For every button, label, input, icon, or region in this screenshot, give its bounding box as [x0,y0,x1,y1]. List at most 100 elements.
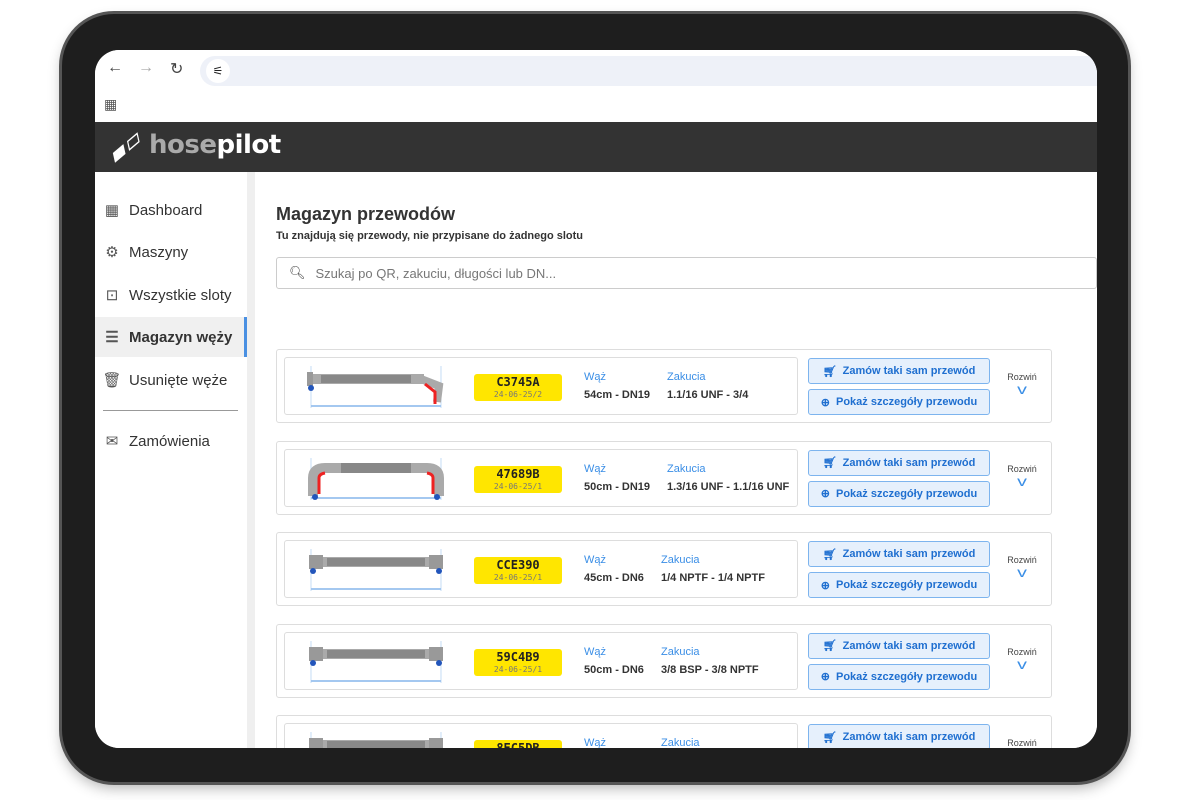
fittings-value: 1.1/16 UNF - 3/4 [667,389,749,401]
expand-label: Rozwiń [1007,646,1037,657]
button-label: Pokaż szczegóły przewodu [836,487,978,500]
order-same-hose-button[interactable]: 🛒︎ Zamów taki sam przewód [808,724,990,748]
sidebar-item-maszyny[interactable]: ⚙ Maszyny [95,232,247,272]
fittings-label: Zakucia [661,554,700,566]
hose-summary[interactable]: 8EC5DB24-06-25/1 Wąż 50cm - DN13 Zakucia… [284,723,798,748]
grid-icon: ▦ [104,202,120,219]
app-header: ▰▱ hosepilot [95,122,1097,172]
sidebar-item-zamówienia[interactable]: ✉ Zamówienia [95,421,247,461]
fittings-label: Zakucia [661,737,700,748]
screen: ← → ↻ ⚟ ▦ ▰▱ hosepilot ▦ Dashboard ⚙ Maszyn… [95,50,1097,748]
hose-card: 47689B 24-06-25/1 Wąż 50cm - DN19 Zakucia… [276,440,1052,515]
button-label: Pokaż szczegóły przewodu [836,579,978,591]
show-details-button[interactable]: ⊕ Pokaż szczegóły przewodu [808,663,990,690]
hose-summary[interactable]: 47689B 24-06-25/1 Wąż 50cm - DN19 Zakucia… [284,448,798,507]
qr-code-badge: C3745A 24-06-25/2 [474,374,562,401]
fittings-label: Zakucia [667,462,706,475]
sidebar-item-wszystkie-sloty[interactable]: ⊡ Wszystkie sloty [95,275,247,315]
hose-label: Wąż [584,371,606,383]
hose-summary[interactable]: 59C4B9 24-06-25/1 Wąż 50cm - DN6 Zakucia … [284,631,798,690]
button-label: Zamów taki sam przewód [842,639,976,652]
address-bar[interactable]: ⚟ [200,56,1097,86]
hose-card: 59C4B9 24-06-25/1 Wąż 50cm - DN6 Zakucia … [276,623,1052,698]
chevron-down-icon: v [1017,655,1027,672]
chevron-down-icon: v [1017,472,1027,489]
zoom-in-icon: ⊕ [820,671,830,683]
hose-label: Wąż [584,737,606,748]
order-same-hose-button[interactable]: 🛒︎ Zamów taki sam przewód [808,449,990,476]
hose-date: 24-06-25/1 [493,664,543,674]
hose-label: Wąż [584,462,606,475]
hose-value: 54cm - DN19 [584,389,651,401]
sidebar-item-label: Wszystkie sloty [129,286,232,304]
sidebar-item-label: Usunięte węże [129,371,228,389]
show-details-button[interactable]: ⊕ Pokaż szczegóły przewodu [808,480,990,507]
search-input[interactable]: 🔍︎ Szukaj po QR, zakuciu, długości lub DN… [276,257,1097,289]
show-details-button[interactable]: ⊕ Pokaż szczegóły przewodu [808,389,990,415]
hose-date: 24-06-25/1 [493,573,543,582]
gear-icon: ⚙ [105,244,119,261]
cart-icon: 🛒︎ [822,548,837,561]
fittings-value: 1.3/16 UNF - 1.1/16 UNF [667,480,790,493]
hose-diagram [301,639,451,685]
show-details-button[interactable]: ⊕ Pokaż szczegóły przewodu [808,572,990,598]
expand-label: Rozwiń [1007,555,1037,565]
search-placeholder: Szukaj po QR, zakuciu, długości lub DN..… [315,265,557,281]
hose-label: Wąż [584,554,606,566]
sidebar-divider [103,410,238,411]
expand-label: Rozwiń [1007,463,1037,474]
fittings-label: Zakucia [667,371,706,383]
back-button[interactable]: ← [107,59,123,76]
fittings-value: 1/4 NPTF - 1/4 NPTF [661,572,765,584]
sidebar-item-usunięte-węże[interactable]: 🗑 Usunięte węże [95,360,247,400]
button-label: Zamów taki sam przewód [842,456,976,469]
hose-code: C3745A [496,375,540,389]
cart-icon: 🛒︎ [822,731,837,744]
sidebar-item-label: Magazyn węży [129,328,233,346]
hose-code: 47689B [496,466,540,481]
hose-code: 59C4B9 [496,649,540,664]
hose-card: 8EC5DB24-06-25/1 Wąż 50cm - DN13 Zakucia… [276,715,1052,748]
sidebar-item-label: Maszyny [129,243,189,261]
hose-summary[interactable]: CCE390 24-06-25/1 Wąż 45cm - DN6 Zakucia … [284,540,798,598]
sidebar: ▦ Dashboard ⚙ Maszyny ⊡ Wszystkie sloty ☰ Magaz… [95,172,247,748]
sidebar-item-dashboard[interactable]: ▦ Dashboard [95,190,247,230]
hose-diagram [301,547,451,593]
order-same-hose-button[interactable]: 🛒︎ Zamów taki sam przewód [808,358,990,384]
qr-code-badge: 47689B 24-06-25/1 [474,465,562,493]
sidebar-item-magazyn-węży[interactable]: ☰ Magazyn węży [95,317,247,357]
logo[interactable]: hosepilot [149,130,281,160]
hose-diagram [301,730,451,748]
button-label: Zamów taki sam przewód [842,731,976,743]
hose-value: 50cm - DN6 [584,663,644,676]
page-subtitle: Tu znajdują się przewody, nie przypisane… [276,230,584,242]
page-title: Magazyn przewodów [276,204,456,224]
hose-value: 45cm - DN6 [584,572,644,584]
fittings-label: Zakucia [661,645,700,658]
zoom-in-icon: ⊕ [820,488,830,500]
hose-summary[interactable]: C3745A 24-06-25/2 Wąż 54cm - DN19 Zakucia… [284,357,798,415]
apps-icon[interactable]: ▦ [104,96,118,112]
button-label: Pokaż szczegóły przewodu [836,670,978,683]
site-settings-icon[interactable]: ⚟ [206,59,230,83]
expand-label: Rozwiń [1007,738,1037,748]
fittings-value: 3/8 BSP - 3/8 NPTF [661,663,759,676]
search-icon: 🔍︎ [289,265,306,280]
storage-icon: ☰ [105,329,119,346]
reload-button[interactable]: ↻ [170,61,184,78]
button-label: Zamów taki sam przewód [842,548,976,560]
order-same-hose-button[interactable]: 🛒︎ Zamów taki sam przewód [808,541,990,567]
qr-code-badge: 59C4B9 24-06-25/1 [474,648,562,676]
qr-code-badge: CCE390 24-06-25/1 [474,557,562,584]
sidebar-item-label: Zamówienia [129,432,210,450]
forward-button[interactable]: → [138,59,154,76]
trash-icon: 🗑 [102,372,122,389]
chevron-down-icon: v [1017,564,1027,580]
cart-icon: 🛒︎ [822,640,837,652]
order-same-hose-button[interactable]: 🛒︎ Zamów taki sam przewód [808,632,990,659]
